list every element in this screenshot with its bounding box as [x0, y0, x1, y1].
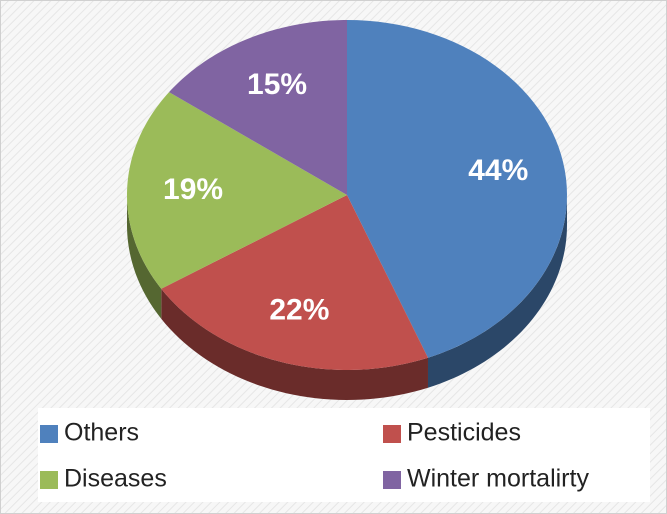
data-label: 15% — [247, 68, 307, 101]
slice-side — [127, 195, 162, 319]
legend-label: Pesticides — [407, 419, 521, 447]
data-label: 44% — [468, 154, 528, 187]
legend-swatch — [383, 425, 401, 443]
legend-swatch — [40, 471, 58, 489]
pie: 44% 22% 19% 15% — [127, 20, 567, 400]
legend-swatch — [40, 425, 58, 443]
data-label: 22% — [269, 293, 329, 326]
slice — [169, 20, 347, 195]
slice-side — [161, 288, 428, 400]
slice-side — [427, 195, 567, 388]
slice — [127, 92, 347, 289]
legend-swatch — [383, 471, 401, 489]
legend: Others Pesticides Diseases Winter mortalirt… — [40, 419, 589, 493]
legend-label: Others — [64, 419, 139, 447]
slice — [347, 20, 567, 358]
data-label: 19% — [163, 173, 223, 206]
legend-label: Diseases — [64, 465, 167, 493]
legend-label: Winter mortalirty — [407, 465, 589, 493]
legend-box — [38, 408, 650, 502]
slice — [161, 195, 428, 370]
